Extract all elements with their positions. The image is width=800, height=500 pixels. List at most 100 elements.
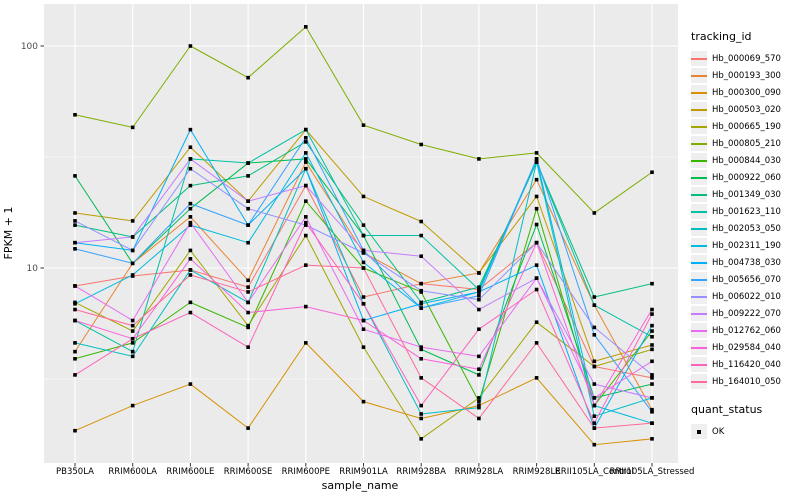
data-point [534, 157, 539, 161]
legend-line-swatch [691, 329, 707, 332]
data-point [477, 405, 481, 410]
data-point [419, 301, 423, 306]
data-point [188, 273, 193, 277]
data-point [73, 223, 77, 227]
y-tick-label-10: 10 [27, 264, 39, 274]
legend-key [691, 136, 707, 151]
data-point [361, 345, 366, 349]
legend-key [691, 204, 707, 219]
data-point [477, 157, 481, 161]
legend-line-swatch [691, 159, 707, 162]
legend-line-swatch [691, 312, 707, 315]
legend-item-Hb_164010_050: Hb_164010_050 [691, 373, 799, 390]
legend-label: Hb_000503_020 [712, 104, 781, 115]
legend-label: Hb_001349_030 [712, 189, 781, 200]
legend-line-swatch [691, 210, 707, 213]
legend: tracking_id Hb_000069_570 Hb_000193_300 Hb… [691, 30, 799, 440]
quant-legend-key [691, 424, 707, 439]
legend-label: Hb_029584_040 [712, 342, 781, 353]
legend-key [691, 255, 707, 270]
data-point [592, 382, 597, 386]
data-point [361, 233, 366, 238]
data-point [73, 428, 77, 433]
legend-key [691, 357, 707, 372]
data-point [650, 437, 654, 441]
legend-item-Hb_009222_070: Hb_009222_070 [691, 305, 799, 322]
data-point [361, 399, 366, 404]
legend-label: Hb_012762_060 [712, 325, 781, 336]
legend-item-Hb_002311_190: Hb_002311_190 [691, 237, 799, 254]
legend-key [691, 340, 707, 355]
legend-key [691, 85, 707, 100]
legend-label: Hb_116420_040 [712, 359, 781, 370]
data-point [130, 219, 135, 223]
data-point [188, 166, 193, 171]
data-point [477, 396, 481, 400]
data-point [73, 373, 77, 377]
data-point [534, 263, 539, 267]
data-point [650, 307, 654, 312]
x-tick-label: RRIM600LE [166, 467, 214, 477]
data-point [419, 437, 423, 441]
legend-line-swatch [691, 346, 707, 349]
data-point [246, 161, 250, 165]
data-point [304, 263, 308, 267]
legend-key [691, 374, 707, 389]
data-point [361, 318, 366, 323]
data-point [592, 325, 597, 330]
data-point [304, 223, 308, 227]
data-point [477, 297, 481, 302]
legend-item-Hb_000665_190: Hb_000665_190 [691, 118, 799, 135]
data-point [419, 347, 423, 352]
data-point [477, 287, 481, 292]
legend-label: Hb_000665_190 [712, 121, 781, 132]
data-point [592, 211, 597, 215]
data-point [534, 160, 539, 164]
data-point [188, 157, 193, 161]
data-point [188, 206, 193, 211]
data-point [650, 407, 654, 412]
data-point [534, 240, 539, 245]
x-axis-title: sample_name [322, 479, 399, 492]
data-point [73, 284, 77, 288]
data-point [650, 376, 654, 380]
x-tick-label: RRII105LA_Stressed [610, 467, 695, 477]
data-point [419, 142, 423, 147]
data-point [304, 304, 308, 309]
data-point [534, 341, 539, 345]
data-point [130, 323, 135, 328]
data-point [650, 373, 654, 377]
data-point [361, 223, 366, 227]
legend-line-swatch [691, 108, 707, 111]
data-point [188, 44, 193, 48]
quant-legend-title: quant_status [691, 403, 763, 416]
data-point [477, 367, 481, 372]
legend-key [691, 221, 707, 236]
data-point [246, 310, 250, 315]
data-point [246, 278, 250, 283]
legend-item-Hb_006022_010: Hb_006022_010 [691, 288, 799, 305]
data-point [246, 199, 250, 203]
data-point [419, 356, 423, 361]
data-point [361, 194, 366, 199]
legend-label: Hb_005656_070 [712, 274, 781, 285]
data-point [304, 127, 308, 132]
data-point [477, 373, 481, 377]
data-point [477, 290, 481, 294]
legend-line-swatch [691, 74, 707, 77]
series-points-Hb_000805_210 [73, 25, 654, 215]
data-point [650, 343, 654, 347]
data-point [477, 416, 481, 421]
legend-line-swatch [691, 261, 707, 264]
data-point [188, 268, 193, 272]
series-points-Hb_012762_060 [73, 215, 654, 400]
data-point [246, 426, 250, 430]
data-point [534, 151, 539, 155]
data-point [188, 220, 193, 225]
data-point [130, 248, 135, 253]
data-point [477, 307, 481, 312]
x-tick-label: PB350LA [56, 467, 94, 477]
legend-line-swatch [691, 57, 707, 60]
data-point [361, 301, 366, 306]
legend-item-Hb_000844_030: Hb_000844_030 [691, 152, 799, 169]
